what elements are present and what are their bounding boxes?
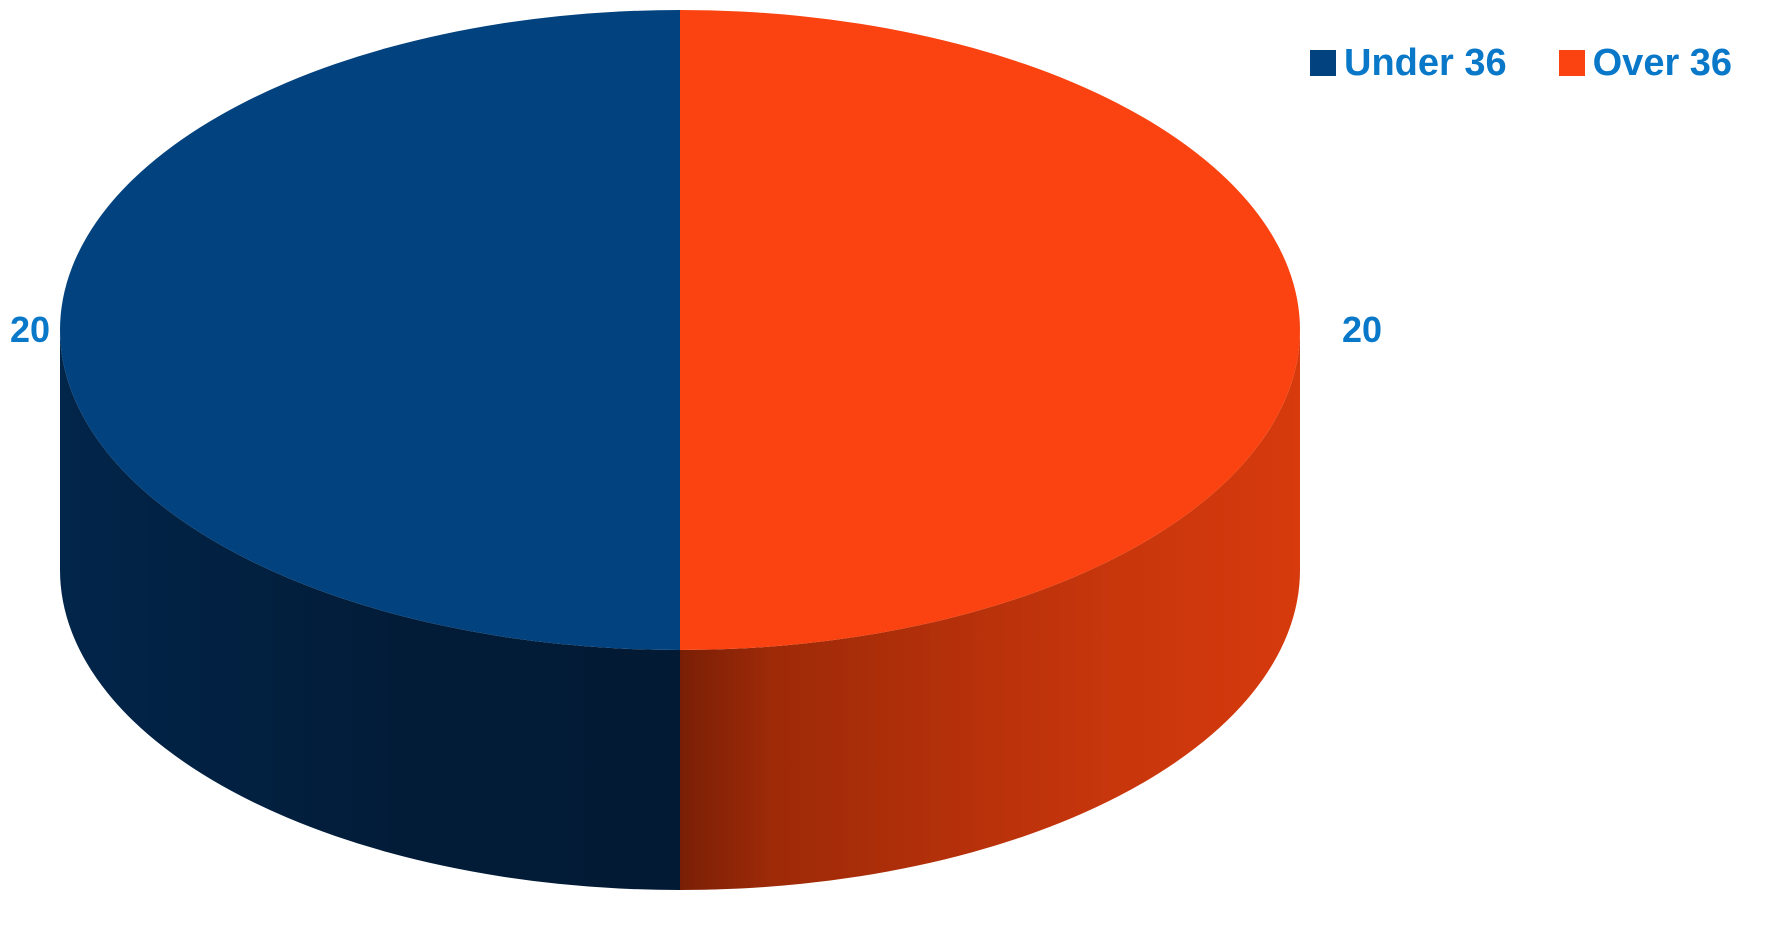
- legend-swatch-over-36: [1558, 50, 1585, 76]
- pie-side-over-36: [680, 330, 1300, 890]
- pie-side-under-36: [60, 330, 680, 890]
- legend-label-under-36: Under 36: [1344, 42, 1507, 84]
- pie-slice-over-36: [680, 10, 1300, 650]
- legend-item-under-36: Under 36: [1310, 44, 1507, 82]
- pie-slice-under-36: [60, 10, 680, 650]
- data-label-over-36: 20: [1342, 309, 1382, 350]
- legend-label-over-36: Over 36: [1592, 42, 1733, 84]
- data-label-under-36: 20: [10, 309, 50, 350]
- chart-legend: Under 36 Over 36: [1310, 44, 1732, 82]
- legend-item-over-36: Over 36: [1558, 42, 1733, 84]
- legend-swatch-under-36: [1310, 50, 1336, 76]
